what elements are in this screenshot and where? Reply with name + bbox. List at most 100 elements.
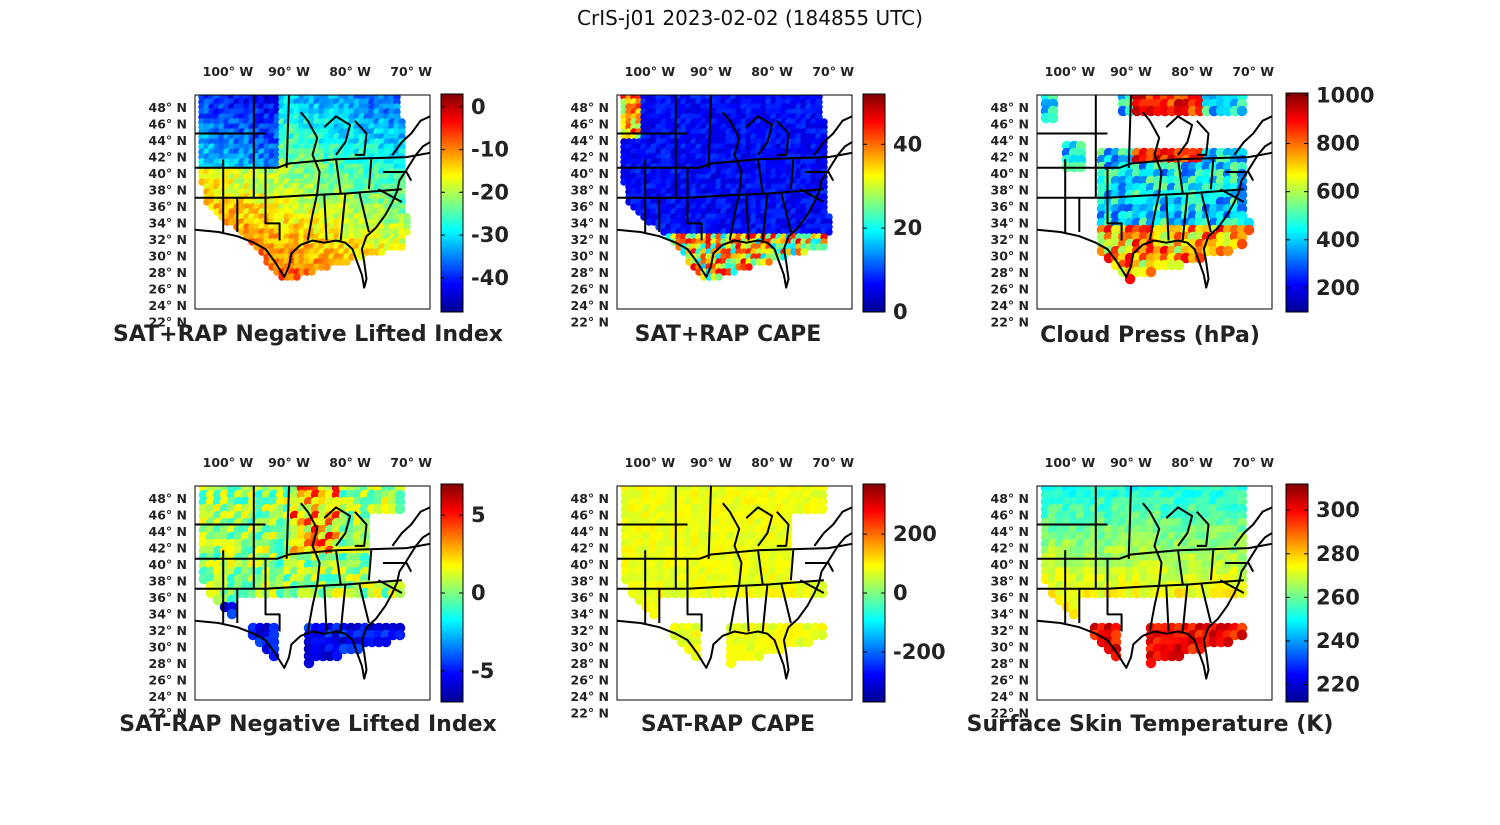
state-line bbox=[1037, 542, 1272, 560]
data-point bbox=[820, 243, 828, 251]
state-line bbox=[1142, 111, 1163, 241]
map-panel: 100° W 90° W 80° W 70° W48° N46° N44° N42° … bbox=[991, 64, 1375, 348]
data-point bbox=[690, 650, 702, 662]
data-point bbox=[765, 258, 773, 266]
lat-tick-label: 46° N bbox=[991, 117, 1029, 132]
state-line bbox=[1177, 159, 1184, 194]
lat-tick-label: 26° N bbox=[571, 673, 609, 688]
lat-tick-label: 36° N bbox=[149, 199, 187, 214]
state-line bbox=[722, 111, 743, 241]
coastline bbox=[1037, 141, 1272, 289]
data-point bbox=[1236, 238, 1248, 250]
data-swath bbox=[1040, 486, 1248, 669]
data-point bbox=[398, 243, 406, 251]
lat-tick-label: 36° N bbox=[571, 590, 609, 605]
colorbar bbox=[1285, 92, 1309, 313]
lat-tick-label: 26° N bbox=[571, 282, 609, 297]
lat-tick-label: 28° N bbox=[149, 265, 187, 280]
lat-tick-label: 36° N bbox=[991, 590, 1029, 605]
state-line bbox=[1106, 558, 1123, 632]
state-line bbox=[391, 115, 430, 156]
state-line bbox=[707, 95, 712, 168]
state-line bbox=[1196, 511, 1210, 547]
lat-tick-label: 44° N bbox=[149, 524, 187, 539]
lat-tick-label: 38° N bbox=[149, 574, 187, 589]
data-point bbox=[226, 608, 238, 620]
data-point bbox=[343, 258, 351, 266]
state-line bbox=[1165, 586, 1170, 632]
state-line bbox=[1165, 195, 1170, 241]
state-line bbox=[1209, 159, 1215, 190]
map-frame bbox=[1036, 94, 1273, 310]
lon-tick-label: 80° W bbox=[1171, 455, 1213, 470]
state-line bbox=[354, 120, 368, 156]
state-line bbox=[323, 506, 352, 547]
data-point bbox=[403, 228, 411, 236]
lat-tick-label: 28° N bbox=[571, 265, 609, 280]
lat-tick-label: 30° N bbox=[571, 640, 609, 655]
lat-tick-label: 36° N bbox=[991, 199, 1029, 214]
state-line bbox=[264, 558, 281, 632]
state-line bbox=[776, 511, 790, 547]
data-point bbox=[802, 636, 814, 648]
lat-tick-label: 26° N bbox=[149, 282, 187, 297]
colorbar-tick-label: 0 bbox=[471, 581, 486, 605]
colorbar bbox=[1285, 483, 1309, 703]
colorbar-tick-label: 1000 bbox=[1316, 83, 1374, 107]
data-point bbox=[293, 273, 301, 281]
lat-tick-label: 46° N bbox=[149, 508, 187, 523]
coastline bbox=[195, 141, 430, 289]
colorbar-tick-label: 40 bbox=[893, 132, 922, 156]
lat-tick-label: 24° N bbox=[991, 689, 1029, 704]
state-line bbox=[285, 486, 290, 559]
data-point bbox=[1173, 259, 1185, 271]
lat-tick-label: 34° N bbox=[571, 216, 609, 231]
state-line bbox=[805, 171, 835, 182]
lat-tick-label: 32° N bbox=[149, 623, 187, 638]
state-line bbox=[383, 562, 413, 573]
state-line bbox=[617, 188, 824, 199]
map-panel: 100° W 90° W 80° W 70° W48° N46° N44° N42° … bbox=[113, 64, 509, 347]
state-boundaries bbox=[1037, 95, 1272, 289]
panel-title: SAT-RAP CAPE bbox=[641, 712, 815, 737]
colorbar-tick-label: -20 bbox=[471, 180, 509, 204]
lat-tick-label: 28° N bbox=[149, 656, 187, 671]
lat-tick-label: 46° N bbox=[991, 508, 1029, 523]
lat-tick-label: 42° N bbox=[149, 150, 187, 165]
state-boundaries bbox=[195, 95, 430, 289]
state-line bbox=[1196, 120, 1210, 156]
state-line bbox=[813, 506, 852, 547]
state-line bbox=[1106, 167, 1123, 241]
data-point bbox=[378, 248, 386, 256]
state-line bbox=[323, 586, 328, 632]
colorbar bbox=[862, 93, 886, 313]
data-point bbox=[323, 263, 331, 271]
lat-tick-label: 36° N bbox=[149, 590, 187, 605]
map-panel: 100° W 90° W 80° W 70° W48° N46° N44° N42° … bbox=[967, 455, 1360, 737]
state-line bbox=[1037, 151, 1272, 169]
panel-title: Surface Skin Temperature (K) bbox=[967, 712, 1334, 737]
state-line bbox=[285, 95, 290, 168]
state-line bbox=[1127, 486, 1132, 559]
data-point bbox=[816, 629, 828, 641]
panel-title: SAT+RAP CAPE bbox=[635, 322, 822, 347]
lat-tick-label: 44° N bbox=[571, 524, 609, 539]
state-line bbox=[686, 167, 703, 241]
data-point bbox=[800, 248, 808, 256]
data-point bbox=[303, 657, 315, 669]
lat-tick-label: 34° N bbox=[991, 216, 1029, 231]
data-point bbox=[1243, 224, 1255, 236]
lat-tick-label: 24° N bbox=[149, 298, 187, 313]
lon-tick-label: 90° W bbox=[268, 455, 310, 470]
state-line bbox=[367, 550, 373, 581]
state-line bbox=[1181, 193, 1189, 241]
lat-tick-label: 30° N bbox=[991, 640, 1029, 655]
state-line bbox=[1177, 550, 1184, 585]
state-line bbox=[195, 151, 430, 169]
state-line bbox=[761, 584, 769, 632]
state-line bbox=[391, 506, 430, 547]
data-point bbox=[1222, 245, 1234, 257]
data-point bbox=[1236, 629, 1248, 641]
lat-tick-label: 38° N bbox=[991, 183, 1029, 198]
data-point bbox=[730, 268, 738, 276]
